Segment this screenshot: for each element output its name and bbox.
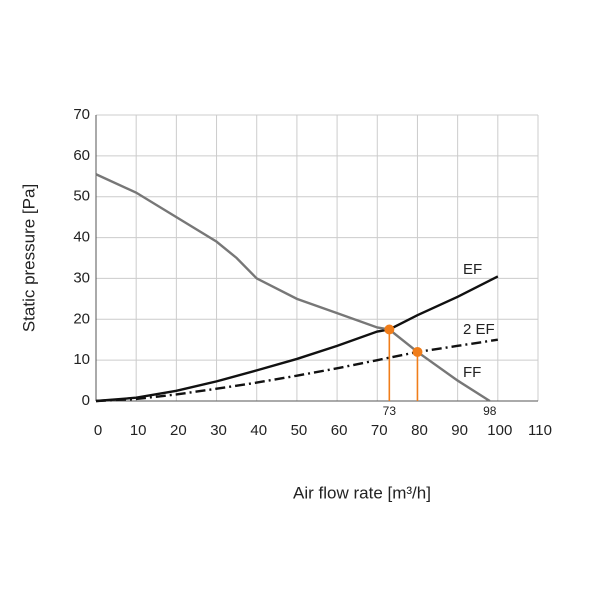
y-tick-label: 50 <box>73 188 90 205</box>
x-tick-label: 70 <box>371 422 388 439</box>
x-tick-label: 80 <box>411 422 428 439</box>
x-tick-label: 90 <box>451 422 468 439</box>
y-tick-label: 40 <box>73 229 90 246</box>
x-tick-label: 60 <box>331 422 348 439</box>
operating-point <box>384 324 395 335</box>
y-tick-label: 70 <box>73 106 90 123</box>
series-label: FF <box>463 364 481 381</box>
y-tick-label: 10 <box>73 351 90 368</box>
x-tick-label: 50 <box>291 422 308 439</box>
series-line <box>95 338 498 403</box>
x-tick-label: 40 <box>250 422 267 439</box>
x-annotation: 73 <box>383 404 397 418</box>
series-line <box>95 173 491 403</box>
y-tick-label: 0 <box>82 392 90 409</box>
y-tick-label: 20 <box>73 310 90 327</box>
x-tick-label: 100 <box>487 422 512 439</box>
y-tick-label: 30 <box>73 269 90 286</box>
x-tick-label: 110 <box>528 422 552 439</box>
series-label: 2 EF <box>463 321 495 338</box>
y-tick-label: 60 <box>73 147 90 164</box>
series-label: EF <box>463 261 482 278</box>
x-annotation: 98 <box>483 404 497 418</box>
x-tick-label: 0 <box>94 422 102 439</box>
x-tick-label: 10 <box>130 422 147 439</box>
x-tick-label: 20 <box>170 422 187 439</box>
operating-point <box>412 346 423 357</box>
x-axis-label: Air flow rate [m³/h] <box>293 483 431 502</box>
y-axis-label: Static pressure [Pa] <box>19 184 38 332</box>
series-line <box>95 275 499 403</box>
x-tick-label: 30 <box>210 422 227 439</box>
